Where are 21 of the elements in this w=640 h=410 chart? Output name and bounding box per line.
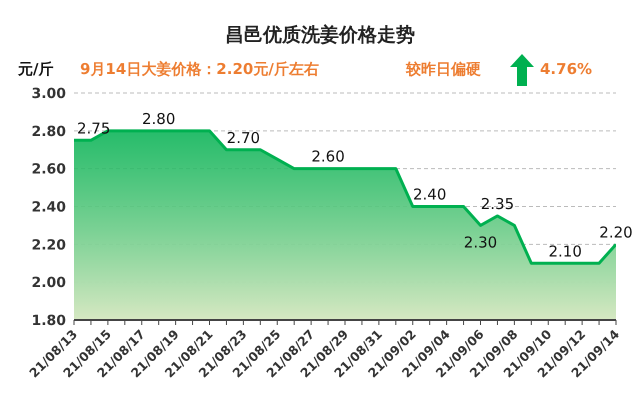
text: 9月14日大姜价格：2.20元/斤左右 xyxy=(80,60,319,79)
data-label: 2.75 xyxy=(77,119,110,138)
data-label: 2.10 xyxy=(548,242,582,260)
data-label: 2.80 xyxy=(142,110,176,128)
y-tick-label: 3.00 xyxy=(31,86,66,102)
chart-title: 昌邑优质洗姜价格走势 xyxy=(224,23,416,48)
y-axis-title: 元/斤 xyxy=(18,60,54,79)
y-tick-label: 2.60 xyxy=(31,162,66,178)
data-label: 2.35 xyxy=(480,194,514,213)
data-label: 2.60 xyxy=(311,148,345,166)
y-tick-label: 1.80 xyxy=(31,312,66,329)
y-tick-label: 2.80 xyxy=(31,124,66,140)
y-tick-label: 2.40 xyxy=(31,199,66,216)
text: 较昨日偏硬 xyxy=(406,60,481,79)
data-label: 2.70 xyxy=(226,128,260,147)
text: 4.76% xyxy=(540,60,592,78)
data-label: 2.40 xyxy=(412,186,446,204)
y-tick-label: 2.00 xyxy=(31,275,66,292)
y-tick-label: 2.20 xyxy=(31,237,66,254)
data-label: 2.20 xyxy=(599,223,633,242)
data-label: 2.30 xyxy=(464,233,498,252)
